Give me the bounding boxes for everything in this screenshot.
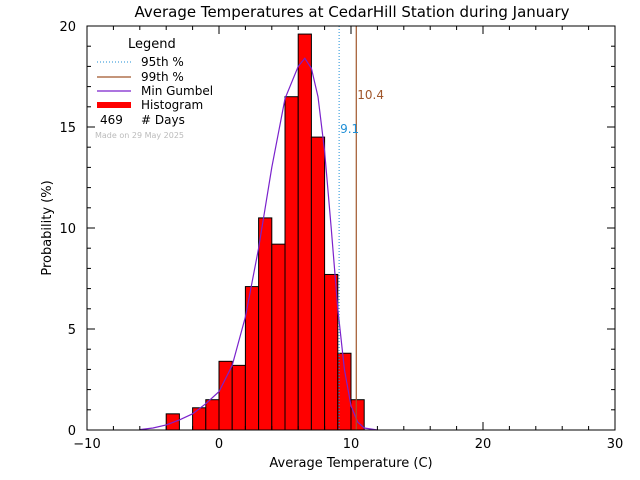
x-tick-label: 20 xyxy=(475,437,492,452)
legend-count-value: 469 xyxy=(100,113,123,127)
histogram-bar xyxy=(310,136,326,431)
y-tick-label: 10 xyxy=(59,222,76,237)
histogram-bar xyxy=(258,217,273,431)
legend-p99-label: 99th % xyxy=(141,70,184,84)
p95-label: 9.1 xyxy=(340,122,359,136)
legend-gumbel-label: Min Gumbel xyxy=(141,84,213,98)
histogram-bar xyxy=(324,273,339,431)
y-tick-label: 15 xyxy=(59,121,76,136)
y-tick-label: 0 xyxy=(68,424,76,439)
x-tick-label: 30 xyxy=(607,437,624,452)
y-axis-label: Probability (%) xyxy=(40,180,55,275)
histogram-bar xyxy=(284,96,299,431)
chart-title: Average Temperatures at CedarHill Statio… xyxy=(134,3,569,21)
legend-histogram-label: Histogram xyxy=(141,98,203,112)
y-axis-ticks: 0 5 10 15 20 xyxy=(59,20,615,439)
histogram-bar xyxy=(297,33,312,431)
legend: Legend 95th % 99th % Min Gumbel Histogra… xyxy=(95,37,213,140)
x-tick-label: 10 xyxy=(343,437,360,452)
legend-count-label: # Days xyxy=(141,113,185,127)
histogram-bar xyxy=(231,364,246,431)
histogram-bar xyxy=(192,407,207,431)
legend-title: Legend xyxy=(128,37,176,52)
x-axis-ticks: −10 0 10 20 30 xyxy=(73,26,623,452)
histogram-bars xyxy=(165,33,365,431)
y-tick-label: 20 xyxy=(59,20,76,35)
gumbel-curve xyxy=(139,57,378,431)
x-axis-label: Average Temperature (C) xyxy=(269,456,432,471)
histogram-bar xyxy=(218,360,233,431)
p99-label: 10.4 xyxy=(357,88,384,102)
legend-p95-label: 95th % xyxy=(141,55,184,69)
histogram-bar xyxy=(205,399,220,431)
x-tick-label: −10 xyxy=(73,437,100,452)
histogram-bar xyxy=(271,243,286,431)
made-on-note: Made on 29 May 2025 xyxy=(95,131,184,140)
x-tick-label: 0 xyxy=(215,437,223,452)
y-tick-label: 5 xyxy=(68,323,76,338)
